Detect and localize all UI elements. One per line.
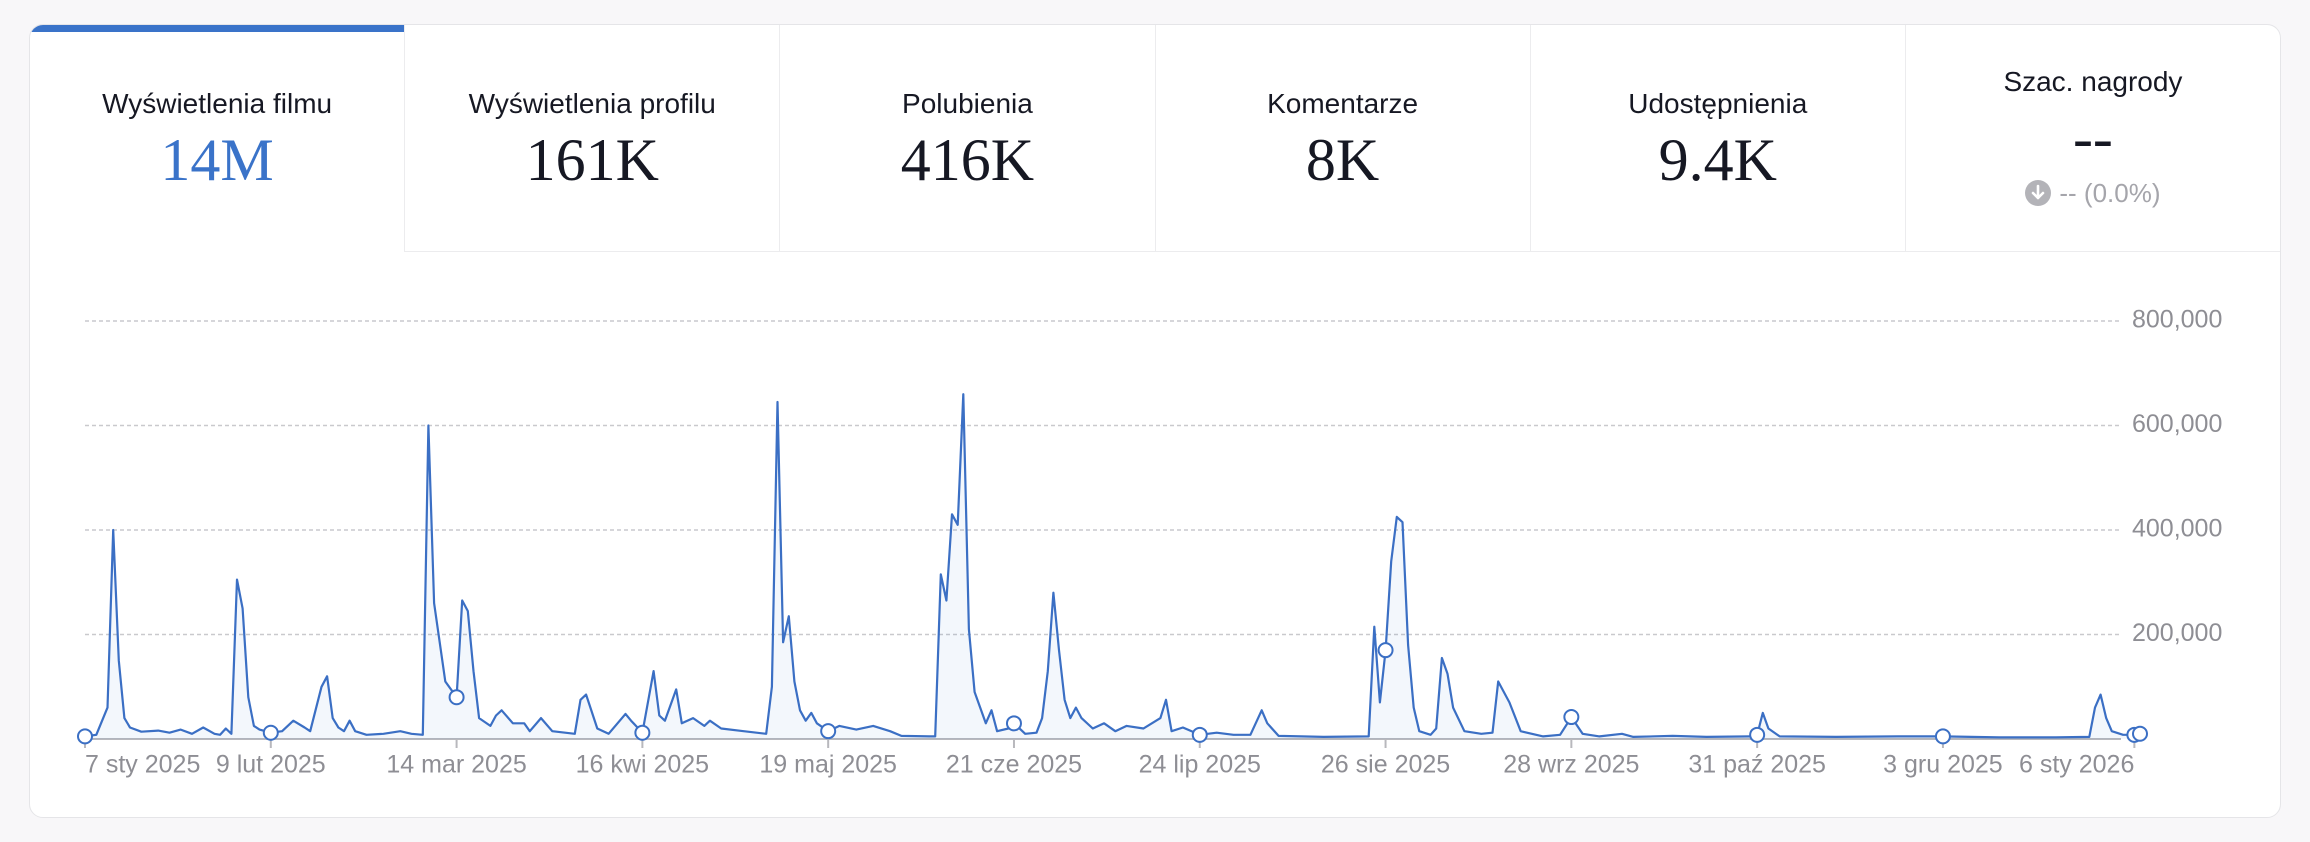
point-marker (1934, 728, 1951, 745)
x-tick-label: 28 wrz 2025 (1503, 751, 1639, 779)
metric-tab[interactable]: Polubienia 416K (780, 25, 1156, 252)
metric-value: 14M (160, 127, 274, 193)
point-marker (1005, 715, 1022, 732)
x-tick-label: 14 mar 2025 (386, 751, 526, 779)
y-tick-label: 600,000 (2132, 410, 2222, 438)
point-marker (262, 724, 279, 741)
point-marker (1563, 709, 1580, 726)
metric-label: Wyświetlenia profilu (468, 88, 716, 119)
metric-value: 416K (900, 127, 1035, 193)
metric-label: Szac. nagrody (2003, 66, 2183, 97)
x-tick-label: 3 gru 2025 (1883, 751, 2003, 779)
line (84, 393, 2141, 739)
y-tick-label: 400,000 (2132, 515, 2222, 543)
y-tick-label: 800,000 (2132, 306, 2222, 334)
x-tick-label: 26 sie 2025 (1321, 751, 1450, 779)
metric-label: Wyświetlenia filmu (102, 88, 333, 119)
point-marker (448, 689, 465, 706)
metric-tab[interactable]: Wyświetlenia filmu 14M (30, 25, 406, 252)
x-tick-label: 21 cze 2025 (946, 751, 1082, 779)
metric-label: Komentarze (1267, 88, 1419, 119)
metric-value: -- (2072, 105, 2113, 171)
metric-tab[interactable]: Wyświetlenia profilu 161K (405, 25, 781, 252)
metric-tab[interactable]: Komentarze 8K (1155, 25, 1531, 252)
point-marker (1191, 726, 1208, 743)
metric-value: 8K (1305, 127, 1380, 193)
point-marker (2132, 725, 2148, 742)
down-icon (2025, 180, 2052, 206)
analytics-card: Wyświetlenia filmu 14M Wyświetlenia prof… (29, 24, 2281, 818)
metric-tabs: Wyświetlenia filmu 14M Wyświetlenia prof… (30, 25, 2280, 252)
point-marker (77, 728, 93, 745)
x-tick-label: 24 lip 2025 (1139, 751, 1261, 779)
x-tick-label: 6 sty 2026 (2019, 751, 2134, 779)
point-marker (820, 723, 837, 740)
metric-value: 9.4K (1658, 127, 1777, 193)
metric-label: Polubienia (902, 88, 1033, 119)
y-tick-label: 200,000 (2132, 619, 2222, 647)
metric-value: 161K (525, 127, 659, 193)
area (85, 394, 2140, 739)
point-marker (1377, 642, 1394, 659)
change-text: -- (0.0%) (2059, 178, 2161, 208)
x-tick-label: 19 maj 2025 (759, 751, 897, 779)
metric-label: Udostępnienia (1628, 88, 1808, 119)
metric-tab[interactable]: Udostępnienia 9.4K (1530, 25, 1906, 252)
point-marker (1749, 726, 1766, 743)
metric-change: -- (0.0%) (1906, 178, 2280, 208)
point-marker (634, 724, 651, 741)
x-tick-label: 7 sty 2025 (85, 751, 200, 779)
x-tick-label: 16 kwi 2025 (576, 751, 709, 779)
metric-tab[interactable]: Szac. nagrody -- -- (0.0%) (1905, 25, 2280, 252)
x-tick-label: 9 lut 2025 (216, 751, 326, 779)
x-tick-label: 31 paź 2025 (1688, 751, 1826, 779)
